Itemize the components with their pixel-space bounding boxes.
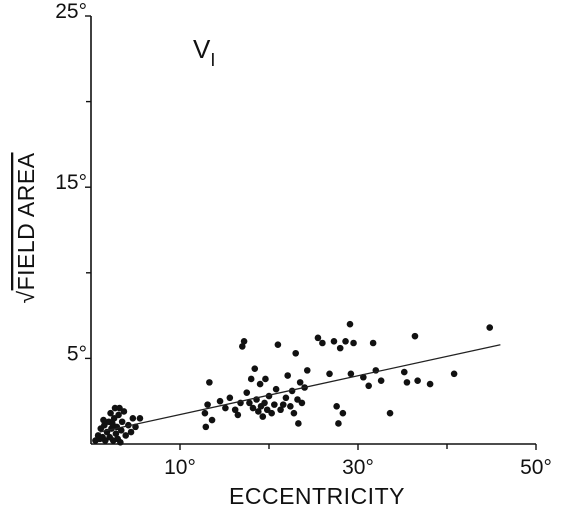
data-point (110, 415, 118, 422)
data-point (118, 418, 126, 426)
panel-label-subscript: I (210, 50, 215, 70)
data-point (115, 411, 122, 419)
data-point (330, 337, 338, 345)
data-point (112, 430, 120, 438)
data-point (101, 437, 109, 444)
data-point (290, 409, 298, 417)
data-point (284, 372, 291, 379)
data-point (414, 377, 421, 384)
data-point (247, 375, 255, 383)
y-axis-label-group: √FIELD AREA (13, 152, 39, 303)
data-point (263, 406, 271, 414)
tick-labels: 10° 30° 50° 5° 15° 25° (55, 0, 552, 479)
data-point (109, 420, 116, 427)
data-point (314, 334, 322, 342)
data-point (279, 401, 287, 408)
data-point (201, 409, 209, 417)
data-point (336, 344, 344, 352)
data-point (272, 385, 280, 393)
y-axis-label-radical: √ (13, 290, 39, 303)
panel-label-main: V (193, 34, 211, 64)
data-point (296, 379, 304, 386)
data-point (234, 411, 242, 419)
data-point (120, 408, 128, 415)
y-tick-label: 5° (67, 342, 87, 365)
data-point (222, 404, 229, 412)
data-point (256, 380, 264, 388)
data-point (259, 413, 267, 420)
data-point (208, 416, 216, 424)
data-point (346, 320, 354, 328)
x-tick-label: 30° (342, 456, 374, 479)
y-tick-label: 15° (55, 171, 87, 194)
data-point (243, 389, 251, 396)
y-axis-label: √FIELD AREA (13, 152, 39, 303)
data-point (292, 349, 300, 357)
data-point (347, 370, 355, 378)
data-point (246, 399, 253, 407)
data-point (268, 409, 275, 417)
data-point (101, 421, 108, 429)
data-point (450, 370, 458, 378)
data-point (100, 416, 107, 424)
data-point (116, 404, 123, 412)
data-point (226, 394, 234, 402)
x-axis-label: ECCENTRICITY (229, 483, 405, 509)
data-point (255, 408, 262, 415)
tick-marks (85, 15, 537, 450)
data-point (303, 367, 311, 374)
data-point (136, 415, 144, 422)
data-point (261, 399, 268, 407)
data-point (277, 406, 284, 414)
x-tick-label: 10° (164, 456, 196, 479)
data-point (350, 339, 357, 347)
data-point (342, 337, 349, 345)
data-point (319, 339, 326, 347)
data-point (339, 409, 347, 417)
axes (90, 16, 536, 445)
data-point (122, 432, 130, 439)
data-point (282, 394, 290, 402)
data-point (216, 397, 224, 405)
data-point (365, 382, 372, 390)
data-point (271, 401, 278, 408)
x-tick-label: 50° (520, 456, 552, 479)
data-point (127, 428, 135, 436)
y-tick-label: 25° (55, 0, 87, 23)
data-point (274, 341, 282, 349)
regression-line (99, 344, 501, 433)
data-point (333, 403, 340, 410)
data-point (231, 406, 239, 414)
data-point (204, 401, 211, 408)
data-point (117, 438, 124, 446)
data-point (202, 423, 210, 431)
data-point (129, 415, 137, 422)
panel-label: VI (193, 34, 215, 70)
data-point (251, 365, 259, 372)
data-point (117, 427, 125, 434)
data-point (240, 337, 248, 345)
data-point (400, 368, 408, 376)
data-point (486, 324, 494, 331)
data-point (386, 409, 394, 417)
data-point (335, 420, 342, 427)
data-point (295, 420, 302, 427)
data-point (377, 377, 385, 384)
data-point (287, 403, 294, 410)
data-point (326, 370, 333, 378)
data-point (369, 339, 377, 347)
data-point (411, 332, 419, 340)
data-point (298, 399, 306, 407)
data-point (239, 343, 246, 350)
data-point (107, 409, 114, 417)
data-point (426, 380, 434, 388)
data-point (206, 379, 213, 386)
data-points (92, 320, 494, 446)
y-axis-label-text: FIELD AREA (13, 152, 39, 290)
data-point (403, 379, 411, 386)
data-point (249, 404, 257, 412)
data-point (294, 396, 301, 403)
data-point (262, 375, 269, 383)
